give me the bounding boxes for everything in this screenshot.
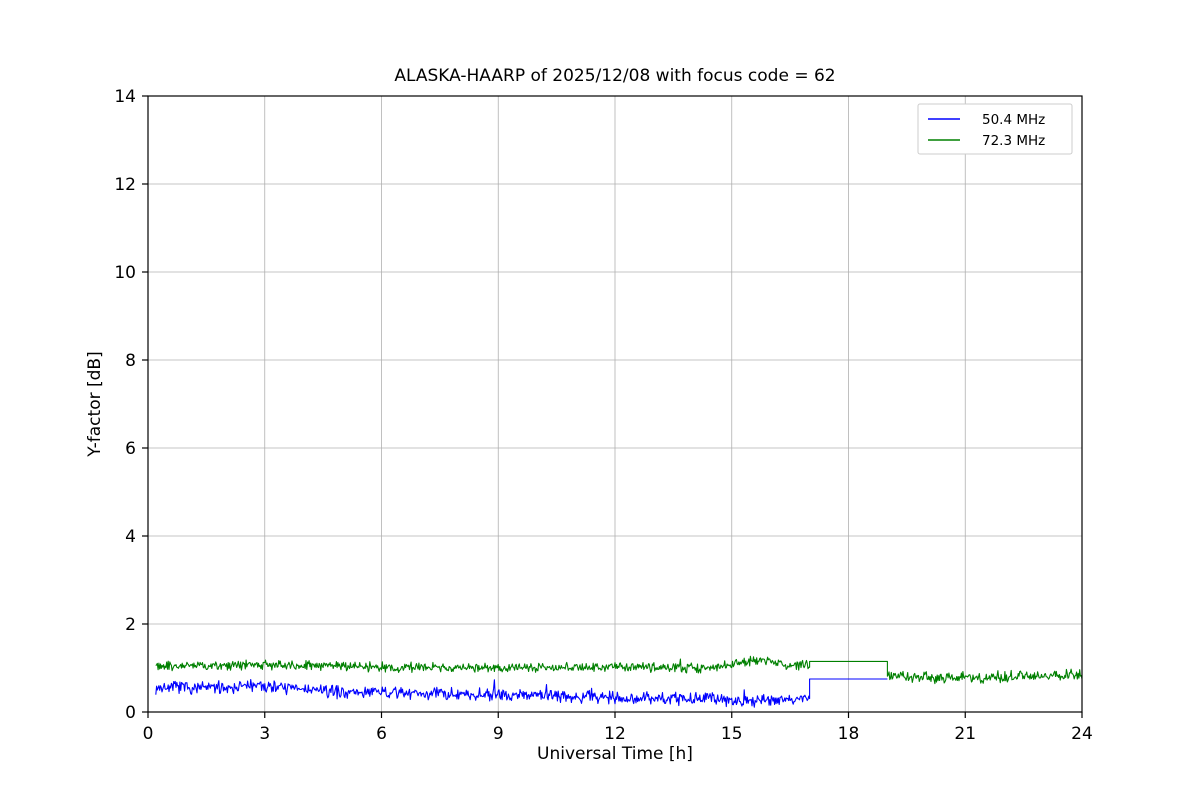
chart-title: ALASKA-HAARP of 2025/12/08 with focus co…	[394, 66, 836, 86]
y-tick-label: 2	[125, 615, 136, 635]
x-tick-label: 3	[259, 724, 270, 744]
x-tick-label: 12	[604, 724, 626, 744]
legend-label: 72.3 MHz	[982, 133, 1045, 149]
x-tick-label: 24	[1071, 724, 1093, 744]
x-tick-label: 18	[838, 724, 860, 744]
y-tick-label: 12	[114, 175, 136, 195]
x-axis-label: Universal Time [h]	[537, 744, 693, 764]
y-tick-label: 6	[125, 439, 136, 459]
y-tick-label: 0	[125, 703, 136, 723]
y-tick-label: 14	[114, 87, 136, 107]
series-line-50-4-mhz	[155, 678, 888, 708]
legend-box	[917, 103, 1073, 155]
y-tick-label: 4	[125, 527, 136, 547]
x-tick-label: 21	[954, 724, 976, 744]
y-tick-label: 10	[114, 263, 136, 283]
x-tick-label: 0	[143, 724, 154, 744]
x-tick-label: 9	[493, 724, 504, 744]
x-tick-label: 6	[376, 724, 387, 744]
series-line-72-3-mhz	[155, 655, 1083, 685]
legend-label: 50.4 MHz	[982, 112, 1045, 128]
x-tick-label: 15	[721, 724, 743, 744]
y-tick-label: 8	[125, 351, 136, 371]
